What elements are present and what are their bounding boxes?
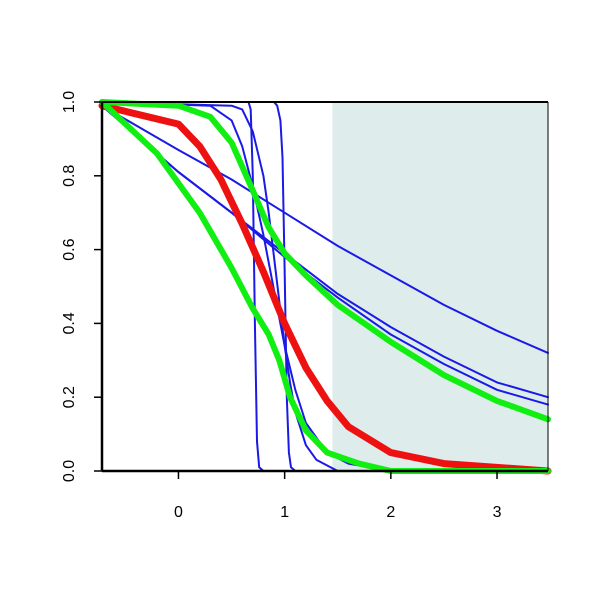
series-line-7: [101, 101, 549, 472]
y-tick-label: 0.6: [61, 238, 78, 260]
y-tick-label: 0.2: [61, 386, 78, 408]
x-tick-label: 1: [280, 504, 289, 521]
y-tick-label: 1.0: [61, 91, 78, 113]
y-tick-label: 0.0: [61, 460, 78, 482]
series-line-1: [101, 104, 549, 354]
series-line-9: [99, 99, 551, 423]
y-tick-label: 0.4: [61, 312, 78, 334]
x-tick-label: 0: [174, 504, 183, 521]
shaded-region: [332, 102, 548, 471]
x-tick-label: 2: [386, 504, 395, 521]
x-tick-label: 3: [493, 504, 502, 521]
y-tick-label: 0.8: [61, 165, 78, 187]
series-line-3: [101, 104, 549, 406]
series-line-8: [98, 102, 552, 475]
